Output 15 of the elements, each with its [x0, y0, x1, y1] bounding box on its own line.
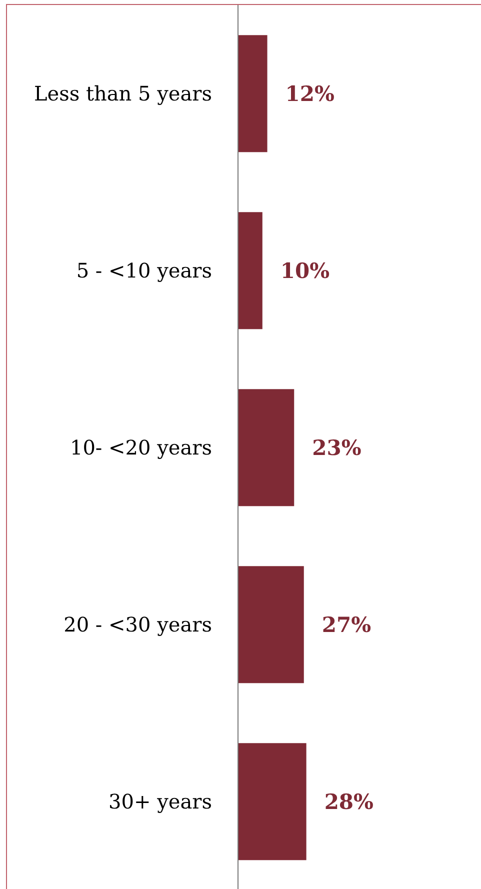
bar — [238, 212, 262, 330]
y-tick-label: 30+ years — [108, 790, 212, 814]
data-label: 27% — [322, 612, 372, 638]
data-label: 23% — [312, 435, 362, 460]
data-label: 10% — [280, 258, 330, 284]
bar — [238, 35, 268, 152]
y-tick-label: 5 - <10 years — [76, 258, 212, 282]
data-label: 28% — [324, 789, 374, 814]
y-tick-label: 20 - <30 years — [64, 612, 212, 636]
bar — [238, 743, 306, 860]
data-label: 12% — [285, 81, 335, 106]
y-tick-label: Less than 5 years — [34, 82, 212, 106]
bar — [238, 389, 294, 506]
bar — [238, 566, 304, 684]
y-tick-label: 10- <20 years — [70, 436, 212, 460]
